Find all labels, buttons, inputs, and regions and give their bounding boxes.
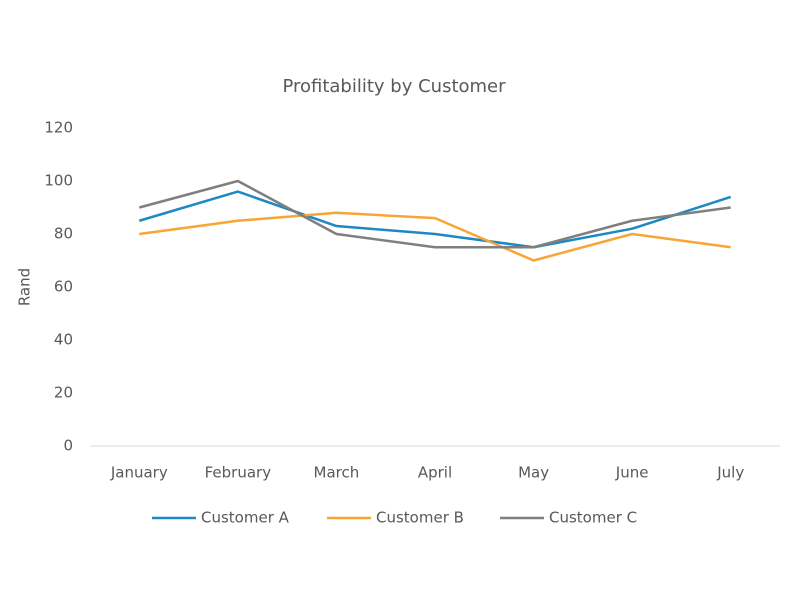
x-tick-label: May [518, 464, 549, 482]
series-line [138, 179, 731, 249]
legend-label: Customer A [201, 509, 290, 527]
y-tick-label: 100 [44, 172, 73, 190]
y-tick-label: 40 [54, 331, 73, 349]
x-tick-label: June [615, 464, 649, 482]
y-tick-label: 80 [54, 225, 73, 243]
x-tick-label: April [418, 464, 452, 482]
y-tick-label: 120 [44, 119, 73, 137]
chart-title: Profitability by Customer [282, 76, 506, 97]
x-tick-label: January [110, 464, 168, 482]
series-line [139, 211, 731, 262]
x-tick-label: February [205, 464, 272, 482]
x-tick-label: March [314, 464, 360, 482]
y-tick-label: 0 [63, 437, 73, 455]
x-tick-label: July [716, 464, 744, 482]
y-axis-label: Rand [16, 268, 34, 306]
y-tick-label: 60 [54, 278, 73, 296]
legend-label: Customer B [376, 509, 464, 527]
legend-label: Customer C [549, 509, 637, 527]
series-line [138, 190, 732, 249]
y-tick-label: 20 [54, 384, 73, 402]
